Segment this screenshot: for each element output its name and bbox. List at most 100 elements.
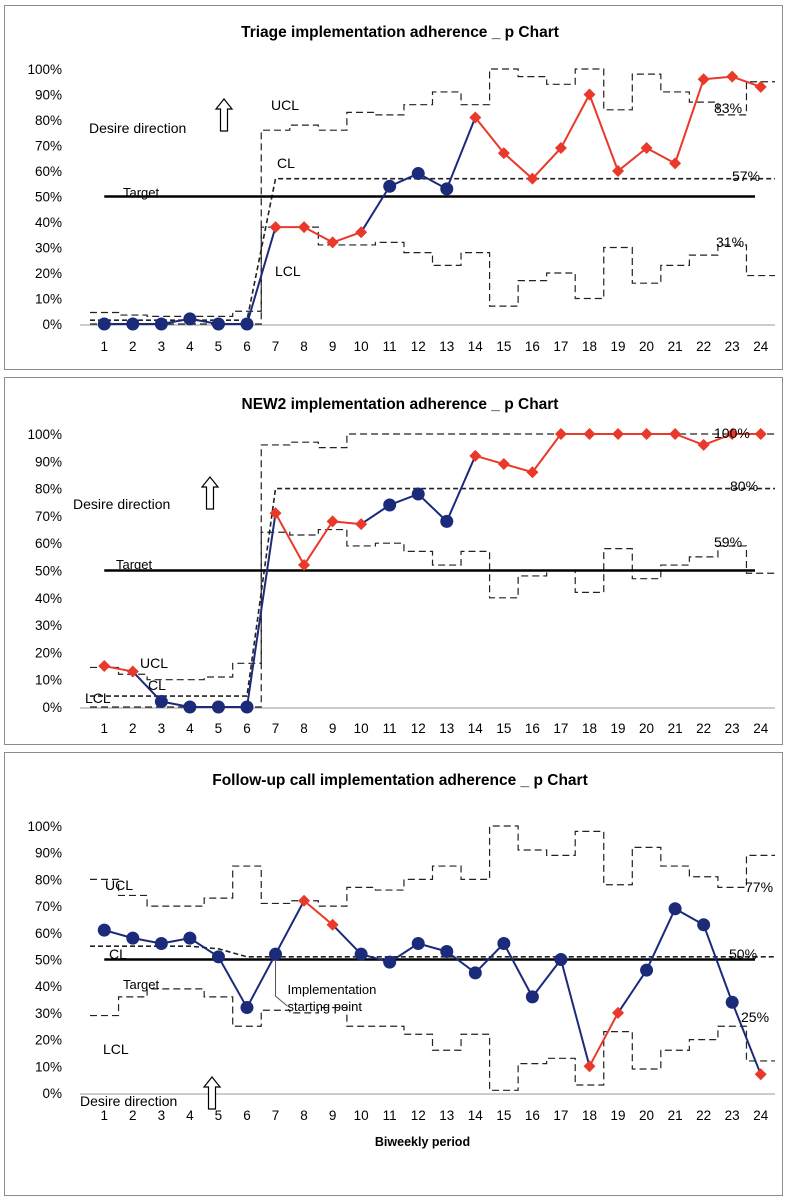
- x-tick-label: 23: [725, 339, 740, 354]
- adherence-point: [497, 936, 511, 950]
- adherence-point: [126, 317, 140, 331]
- x-tick-label: 8: [300, 721, 308, 736]
- ucl-end-label: 83%: [714, 100, 742, 116]
- adherence-segment: [531, 433, 562, 473]
- lcl-end-label: 59%: [714, 534, 742, 550]
- implementation-label-line-2: starting point: [288, 999, 363, 1014]
- adherence-segment: [475, 454, 505, 465]
- adherence-segment: [445, 117, 477, 190]
- adherence-segment: [503, 463, 533, 474]
- ucl-end-label: 77%: [745, 879, 773, 895]
- lcl-label: LCL: [275, 263, 301, 279]
- x-tick-label: 12: [411, 339, 426, 354]
- adherence-point: [269, 947, 283, 961]
- y-tick-label: 30%: [35, 241, 62, 256]
- y-tick-label: 40%: [35, 979, 62, 994]
- adherence-segment: [246, 226, 277, 325]
- adherence-point: [754, 1068, 767, 1081]
- x-tick-label: 24: [753, 721, 769, 736]
- adherence-point: [583, 1060, 596, 1073]
- x-tick-label: 6: [243, 721, 251, 736]
- adherence-point: [98, 660, 111, 673]
- y-tick-label: 20%: [35, 645, 62, 660]
- adherence-point: [726, 428, 739, 440]
- ucl-label: UCL: [140, 655, 168, 671]
- x-tick-label: 1: [101, 721, 109, 736]
- x-tick-label: 4: [186, 339, 194, 354]
- adherence-segment: [445, 455, 477, 522]
- x-tick-label: 22: [696, 1108, 711, 1123]
- x-tick-label: 9: [329, 1108, 337, 1123]
- x-tick-label: 2: [129, 339, 137, 354]
- y-tick-label: 70%: [35, 509, 62, 524]
- x-tick-label: 23: [725, 1108, 740, 1123]
- adherence-segment: [559, 959, 591, 1067]
- adherence-point: [183, 931, 197, 945]
- x-tick-label: 12: [411, 1108, 426, 1123]
- adherence-point: [612, 428, 625, 440]
- adherence-segment: [474, 116, 505, 154]
- y-tick-label: 60%: [35, 926, 62, 941]
- x-tick-label: 19: [611, 339, 626, 354]
- adherence-segment: [332, 231, 362, 244]
- x-tick-label: 8: [300, 1108, 308, 1123]
- adherence-point: [468, 966, 482, 980]
- y-tick-label: 0%: [42, 317, 62, 332]
- adherence-point: [526, 466, 539, 479]
- adherence-point: [355, 226, 368, 239]
- adherence-point: [211, 950, 225, 964]
- adherence-point: [298, 894, 311, 907]
- adherence-point: [326, 236, 339, 249]
- x-tick-label: 11: [383, 1108, 397, 1123]
- adherence-point: [669, 428, 682, 440]
- x-tick-label: 13: [439, 339, 454, 354]
- y-tick-label: 70%: [35, 139, 62, 154]
- x-tick-label: 20: [639, 1108, 654, 1123]
- adherence-point: [697, 73, 710, 86]
- adherence-point: [383, 179, 397, 193]
- adherence-segment: [303, 520, 334, 566]
- adherence-point: [154, 695, 168, 709]
- up-arrow-icon: [214, 98, 234, 132]
- x-tick-label: 16: [525, 339, 540, 354]
- ucl-label: UCL: [271, 97, 299, 113]
- adherence-point: [183, 312, 197, 326]
- adherence-point: [640, 428, 653, 440]
- x-tick-label: 3: [158, 339, 166, 354]
- ucl-end-label: 100%: [714, 425, 750, 441]
- lcl-end-label: 25%: [741, 1009, 769, 1025]
- adherence-point: [469, 449, 482, 462]
- desire-direction-label: Desire direction: [80, 1093, 177, 1109]
- ucl-label: UCL: [105, 877, 133, 893]
- adherence-segment: [503, 152, 534, 180]
- x-tick-label: 20: [639, 721, 654, 736]
- y-tick-label: 100%: [27, 62, 62, 77]
- x-tick-label: 10: [354, 721, 369, 736]
- adherence-point: [298, 221, 311, 234]
- implementation-label-line-1: Implementation: [288, 982, 377, 997]
- cl-series-line: [90, 177, 775, 321]
- adherence-point: [440, 944, 454, 958]
- x-tick-label: 24: [753, 339, 769, 354]
- x-tick-label: 21: [668, 1108, 683, 1123]
- adherence-point: [326, 515, 339, 528]
- y-tick-label: 30%: [35, 1006, 62, 1021]
- x-tick-label: 11: [383, 339, 397, 354]
- adherence-point: [754, 428, 767, 440]
- adherence-segment: [731, 75, 762, 88]
- y-tick-label: 20%: [35, 266, 62, 281]
- x-tick-label: 23: [725, 721, 740, 736]
- adherence-segment: [588, 94, 619, 172]
- up-arrow-icon: [200, 476, 220, 510]
- chart-follow-up: Follow-up call implementation adherence …: [27, 772, 775, 1149]
- cl-end-label: 80%: [730, 478, 758, 494]
- adherence-point: [298, 559, 311, 572]
- panel-new2: NEW2 implementation adherence _ p Chart 0…: [4, 377, 783, 745]
- lcl-series-line: [90, 528, 775, 708]
- cl-label: CL: [148, 677, 166, 693]
- adherence-segment: [245, 513, 277, 708]
- panel-triage: Triage implementation adherence _ p Char…: [4, 5, 783, 370]
- adherence-point: [383, 955, 397, 969]
- y-tick-label: 100%: [27, 427, 62, 442]
- adherence-segment: [674, 433, 705, 446]
